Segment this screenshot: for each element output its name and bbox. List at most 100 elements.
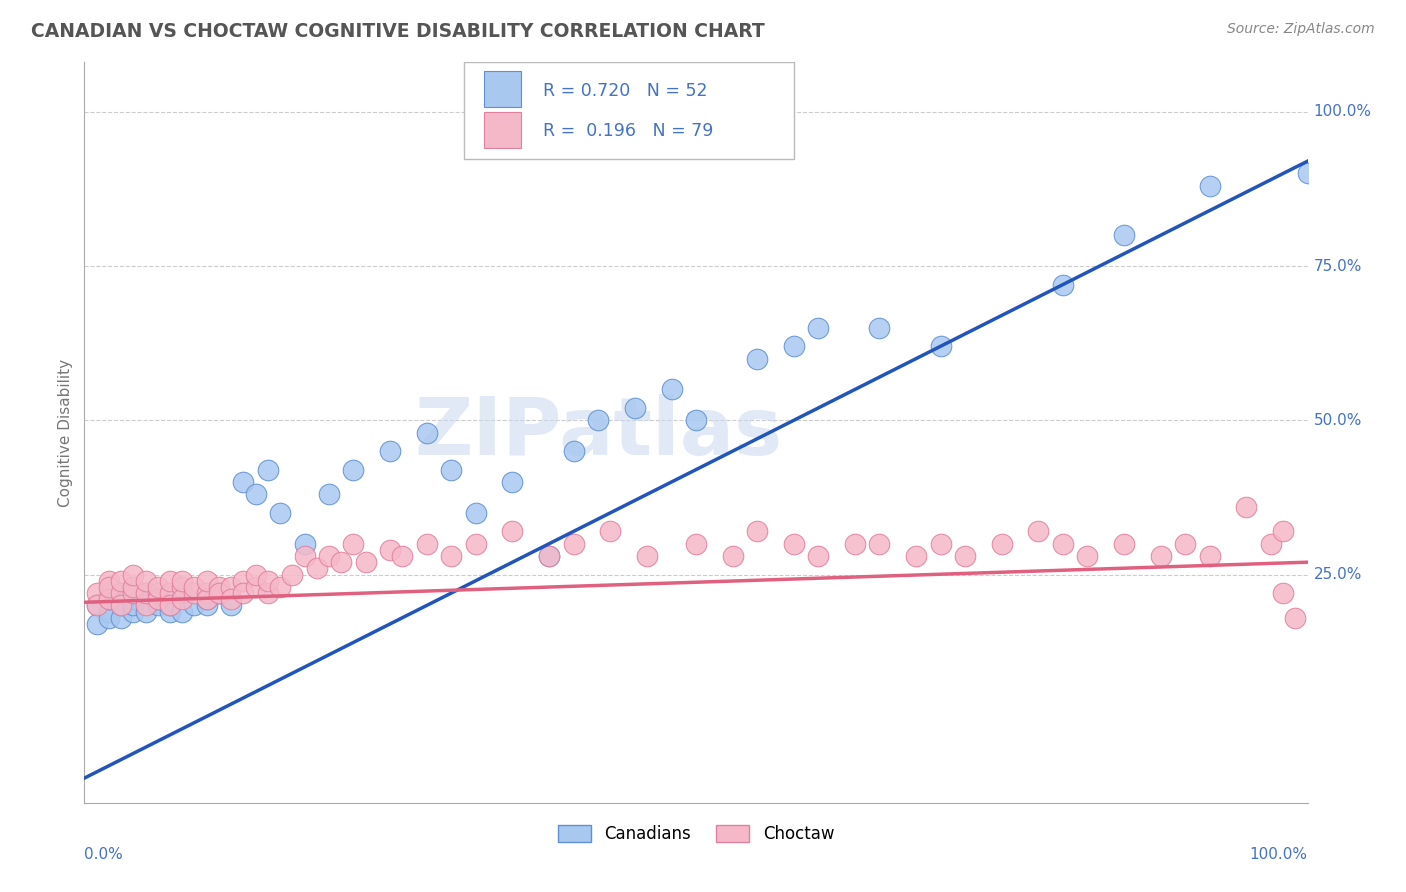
Text: 75.0%: 75.0% — [1313, 259, 1362, 274]
Point — [380, 542, 402, 557]
FancyBboxPatch shape — [464, 62, 794, 159]
Point — [195, 574, 218, 588]
Point — [929, 536, 952, 550]
Point — [685, 536, 707, 550]
Point — [97, 580, 120, 594]
Point — [97, 592, 120, 607]
Point — [380, 444, 402, 458]
Point — [747, 524, 769, 539]
Point — [257, 462, 280, 476]
Point — [97, 592, 120, 607]
Point — [159, 599, 181, 613]
Point — [953, 549, 976, 563]
Text: 25.0%: 25.0% — [1313, 567, 1362, 582]
Point — [195, 586, 218, 600]
Point — [1150, 549, 1173, 563]
Point — [86, 599, 108, 613]
Point — [172, 605, 194, 619]
Point — [844, 536, 866, 550]
Point — [97, 586, 120, 600]
Point — [1174, 536, 1197, 550]
Point — [1284, 611, 1306, 625]
Text: R = 0.720   N = 52: R = 0.720 N = 52 — [543, 82, 707, 100]
Point — [135, 574, 157, 588]
Point — [97, 574, 120, 588]
Point — [232, 574, 254, 588]
Point — [159, 586, 181, 600]
Text: ZIPatlas: ZIPatlas — [413, 393, 782, 472]
Point — [747, 351, 769, 366]
Point — [342, 536, 364, 550]
Point — [330, 555, 353, 569]
Point — [135, 586, 157, 600]
Point — [110, 599, 132, 613]
Point — [783, 536, 806, 550]
Point — [122, 605, 145, 619]
Point — [208, 580, 231, 594]
Point — [269, 580, 291, 594]
Point — [172, 586, 194, 600]
Point — [661, 383, 683, 397]
Point — [318, 487, 340, 501]
Point — [195, 592, 218, 607]
Point — [416, 425, 439, 440]
Point — [245, 580, 267, 594]
Text: 50.0%: 50.0% — [1313, 413, 1362, 428]
Point — [146, 592, 169, 607]
Point — [305, 561, 328, 575]
Point — [1198, 178, 1220, 193]
Point — [502, 475, 524, 489]
Point — [219, 580, 242, 594]
Point — [1260, 536, 1282, 550]
Point — [110, 586, 132, 600]
Text: R =  0.196   N = 79: R = 0.196 N = 79 — [543, 122, 713, 140]
Point — [464, 536, 486, 550]
Point — [502, 524, 524, 539]
Point — [1236, 500, 1258, 514]
Point — [1052, 277, 1074, 292]
Point — [269, 506, 291, 520]
Point — [281, 567, 304, 582]
Point — [110, 586, 132, 600]
Point — [195, 599, 218, 613]
Point — [1052, 536, 1074, 550]
Point — [807, 549, 830, 563]
Point — [721, 549, 744, 563]
Point — [146, 592, 169, 607]
Point — [624, 401, 647, 415]
Point — [1272, 524, 1295, 539]
Point — [257, 574, 280, 588]
Point — [391, 549, 413, 563]
Point — [245, 487, 267, 501]
Point — [122, 592, 145, 607]
Point — [1296, 166, 1319, 180]
Point — [599, 524, 621, 539]
FancyBboxPatch shape — [484, 112, 522, 147]
Point — [1198, 549, 1220, 563]
Y-axis label: Cognitive Disability: Cognitive Disability — [58, 359, 73, 507]
Point — [159, 605, 181, 619]
Point — [208, 586, 231, 600]
Point — [685, 413, 707, 427]
Point — [245, 567, 267, 582]
Point — [929, 339, 952, 353]
Point — [464, 506, 486, 520]
Point — [219, 592, 242, 607]
Point — [416, 536, 439, 550]
Point — [122, 599, 145, 613]
Text: 100.0%: 100.0% — [1313, 104, 1372, 120]
Point — [232, 586, 254, 600]
Point — [122, 586, 145, 600]
Point — [1076, 549, 1098, 563]
Point — [219, 599, 242, 613]
Point — [146, 586, 169, 600]
Point — [110, 611, 132, 625]
Point — [636, 549, 658, 563]
Point — [172, 574, 194, 588]
Point — [354, 555, 377, 569]
Point — [110, 574, 132, 588]
Point — [86, 599, 108, 613]
Point — [294, 549, 316, 563]
Point — [135, 599, 157, 613]
Point — [905, 549, 928, 563]
